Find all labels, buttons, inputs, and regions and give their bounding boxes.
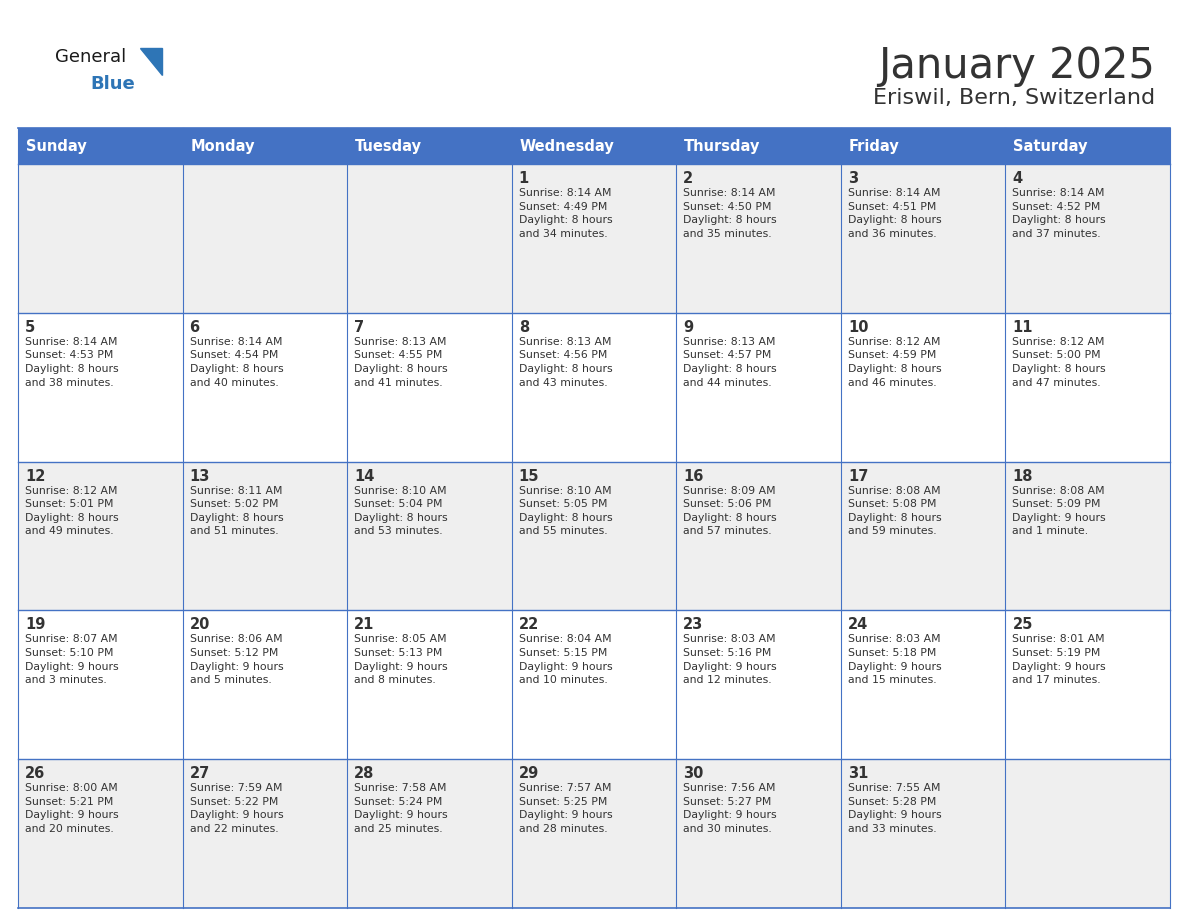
Text: 14: 14 — [354, 468, 374, 484]
Text: 16: 16 — [683, 468, 703, 484]
Text: 6: 6 — [190, 319, 200, 335]
Bar — [18, 313, 1170, 462]
Text: 7: 7 — [354, 319, 365, 335]
Text: 10: 10 — [848, 319, 868, 335]
Text: Sunrise: 7:57 AM
Sunset: 5:25 PM
Daylight: 9 hours
and 28 minutes.: Sunrise: 7:57 AM Sunset: 5:25 PM Dayligh… — [519, 783, 612, 834]
Text: Tuesday: Tuesday — [355, 139, 422, 153]
Text: 31: 31 — [848, 767, 868, 781]
Text: Sunrise: 8:10 AM
Sunset: 5:04 PM
Daylight: 8 hours
and 53 minutes.: Sunrise: 8:10 AM Sunset: 5:04 PM Dayligh… — [354, 486, 448, 536]
Text: Sunrise: 8:11 AM
Sunset: 5:02 PM
Daylight: 8 hours
and 51 minutes.: Sunrise: 8:11 AM Sunset: 5:02 PM Dayligh… — [190, 486, 283, 536]
Text: Sunrise: 8:01 AM
Sunset: 5:19 PM
Daylight: 9 hours
and 17 minutes.: Sunrise: 8:01 AM Sunset: 5:19 PM Dayligh… — [1012, 634, 1106, 685]
Text: 3: 3 — [848, 171, 858, 186]
Text: Sunrise: 8:13 AM
Sunset: 4:57 PM
Daylight: 8 hours
and 44 minutes.: Sunrise: 8:13 AM Sunset: 4:57 PM Dayligh… — [683, 337, 777, 387]
Text: Saturday: Saturday — [1013, 139, 1088, 153]
Text: 25: 25 — [1012, 618, 1032, 633]
Text: Sunrise: 8:14 AM
Sunset: 4:53 PM
Daylight: 8 hours
and 38 minutes.: Sunrise: 8:14 AM Sunset: 4:53 PM Dayligh… — [25, 337, 119, 387]
Text: 28: 28 — [354, 767, 374, 781]
Text: 12: 12 — [25, 468, 45, 484]
Text: Sunrise: 7:59 AM
Sunset: 5:22 PM
Daylight: 9 hours
and 22 minutes.: Sunrise: 7:59 AM Sunset: 5:22 PM Dayligh… — [190, 783, 283, 834]
Text: 11: 11 — [1012, 319, 1032, 335]
Text: 23: 23 — [683, 618, 703, 633]
Text: Sunrise: 8:13 AM
Sunset: 4:55 PM
Daylight: 8 hours
and 41 minutes.: Sunrise: 8:13 AM Sunset: 4:55 PM Dayligh… — [354, 337, 448, 387]
Bar — [18, 462, 1170, 610]
Text: Sunrise: 8:07 AM
Sunset: 5:10 PM
Daylight: 9 hours
and 3 minutes.: Sunrise: 8:07 AM Sunset: 5:10 PM Dayligh… — [25, 634, 119, 685]
Text: 5: 5 — [25, 319, 36, 335]
Text: 2: 2 — [683, 171, 694, 186]
Text: 20: 20 — [190, 618, 210, 633]
Text: 15: 15 — [519, 468, 539, 484]
Text: Sunrise: 8:03 AM
Sunset: 5:16 PM
Daylight: 9 hours
and 12 minutes.: Sunrise: 8:03 AM Sunset: 5:16 PM Dayligh… — [683, 634, 777, 685]
Text: Eriswil, Bern, Switzerland: Eriswil, Bern, Switzerland — [873, 88, 1155, 108]
Text: Monday: Monday — [190, 139, 255, 153]
Text: Wednesday: Wednesday — [519, 139, 614, 153]
Bar — [18, 610, 1170, 759]
Text: Sunrise: 8:03 AM
Sunset: 5:18 PM
Daylight: 9 hours
and 15 minutes.: Sunrise: 8:03 AM Sunset: 5:18 PM Dayligh… — [848, 634, 941, 685]
Text: 21: 21 — [354, 618, 374, 633]
Text: Sunrise: 8:13 AM
Sunset: 4:56 PM
Daylight: 8 hours
and 43 minutes.: Sunrise: 8:13 AM Sunset: 4:56 PM Dayligh… — [519, 337, 612, 387]
Text: Sunrise: 8:12 AM
Sunset: 4:59 PM
Daylight: 8 hours
and 46 minutes.: Sunrise: 8:12 AM Sunset: 4:59 PM Dayligh… — [848, 337, 941, 387]
Text: Sunrise: 8:14 AM
Sunset: 4:49 PM
Daylight: 8 hours
and 34 minutes.: Sunrise: 8:14 AM Sunset: 4:49 PM Dayligh… — [519, 188, 612, 239]
Text: 26: 26 — [25, 767, 45, 781]
Text: 1: 1 — [519, 171, 529, 186]
Text: Sunrise: 8:08 AM
Sunset: 5:09 PM
Daylight: 9 hours
and 1 minute.: Sunrise: 8:08 AM Sunset: 5:09 PM Dayligh… — [1012, 486, 1106, 536]
Text: Thursday: Thursday — [684, 139, 760, 153]
Bar — [18, 164, 1170, 313]
Text: Sunrise: 8:12 AM
Sunset: 5:00 PM
Daylight: 8 hours
and 47 minutes.: Sunrise: 8:12 AM Sunset: 5:00 PM Dayligh… — [1012, 337, 1106, 387]
Text: Sunday: Sunday — [26, 139, 87, 153]
Polygon shape — [140, 48, 162, 75]
Text: 9: 9 — [683, 319, 694, 335]
Text: Sunrise: 7:56 AM
Sunset: 5:27 PM
Daylight: 9 hours
and 30 minutes.: Sunrise: 7:56 AM Sunset: 5:27 PM Dayligh… — [683, 783, 777, 834]
Text: Friday: Friday — [849, 139, 899, 153]
Text: 13: 13 — [190, 468, 210, 484]
Text: 8: 8 — [519, 319, 529, 335]
Text: Sunrise: 7:58 AM
Sunset: 5:24 PM
Daylight: 9 hours
and 25 minutes.: Sunrise: 7:58 AM Sunset: 5:24 PM Dayligh… — [354, 783, 448, 834]
Bar — [18, 128, 1170, 164]
Text: 30: 30 — [683, 767, 703, 781]
Bar — [18, 759, 1170, 908]
Text: 19: 19 — [25, 618, 45, 633]
Text: 24: 24 — [848, 618, 868, 633]
Text: Sunrise: 8:05 AM
Sunset: 5:13 PM
Daylight: 9 hours
and 8 minutes.: Sunrise: 8:05 AM Sunset: 5:13 PM Dayligh… — [354, 634, 448, 685]
Text: General: General — [55, 48, 126, 66]
Text: Sunrise: 8:04 AM
Sunset: 5:15 PM
Daylight: 9 hours
and 10 minutes.: Sunrise: 8:04 AM Sunset: 5:15 PM Dayligh… — [519, 634, 612, 685]
Text: 29: 29 — [519, 767, 539, 781]
Text: Sunrise: 8:14 AM
Sunset: 4:52 PM
Daylight: 8 hours
and 37 minutes.: Sunrise: 8:14 AM Sunset: 4:52 PM Dayligh… — [1012, 188, 1106, 239]
Text: 17: 17 — [848, 468, 868, 484]
Text: Sunrise: 8:00 AM
Sunset: 5:21 PM
Daylight: 9 hours
and 20 minutes.: Sunrise: 8:00 AM Sunset: 5:21 PM Dayligh… — [25, 783, 119, 834]
Text: 27: 27 — [190, 767, 210, 781]
Text: 22: 22 — [519, 618, 539, 633]
Text: Sunrise: 8:06 AM
Sunset: 5:12 PM
Daylight: 9 hours
and 5 minutes.: Sunrise: 8:06 AM Sunset: 5:12 PM Dayligh… — [190, 634, 283, 685]
Text: 4: 4 — [1012, 171, 1023, 186]
Text: Blue: Blue — [90, 75, 134, 93]
Text: Sunrise: 8:14 AM
Sunset: 4:51 PM
Daylight: 8 hours
and 36 minutes.: Sunrise: 8:14 AM Sunset: 4:51 PM Dayligh… — [848, 188, 941, 239]
Text: Sunrise: 8:14 AM
Sunset: 4:54 PM
Daylight: 8 hours
and 40 minutes.: Sunrise: 8:14 AM Sunset: 4:54 PM Dayligh… — [190, 337, 283, 387]
Text: Sunrise: 7:55 AM
Sunset: 5:28 PM
Daylight: 9 hours
and 33 minutes.: Sunrise: 7:55 AM Sunset: 5:28 PM Dayligh… — [848, 783, 941, 834]
Text: Sunrise: 8:14 AM
Sunset: 4:50 PM
Daylight: 8 hours
and 35 minutes.: Sunrise: 8:14 AM Sunset: 4:50 PM Dayligh… — [683, 188, 777, 239]
Text: 18: 18 — [1012, 468, 1032, 484]
Text: Sunrise: 8:08 AM
Sunset: 5:08 PM
Daylight: 8 hours
and 59 minutes.: Sunrise: 8:08 AM Sunset: 5:08 PM Dayligh… — [848, 486, 941, 536]
Text: Sunrise: 8:12 AM
Sunset: 5:01 PM
Daylight: 8 hours
and 49 minutes.: Sunrise: 8:12 AM Sunset: 5:01 PM Dayligh… — [25, 486, 119, 536]
Text: Sunrise: 8:10 AM
Sunset: 5:05 PM
Daylight: 8 hours
and 55 minutes.: Sunrise: 8:10 AM Sunset: 5:05 PM Dayligh… — [519, 486, 612, 536]
Text: January 2025: January 2025 — [878, 45, 1155, 87]
Text: Sunrise: 8:09 AM
Sunset: 5:06 PM
Daylight: 8 hours
and 57 minutes.: Sunrise: 8:09 AM Sunset: 5:06 PM Dayligh… — [683, 486, 777, 536]
